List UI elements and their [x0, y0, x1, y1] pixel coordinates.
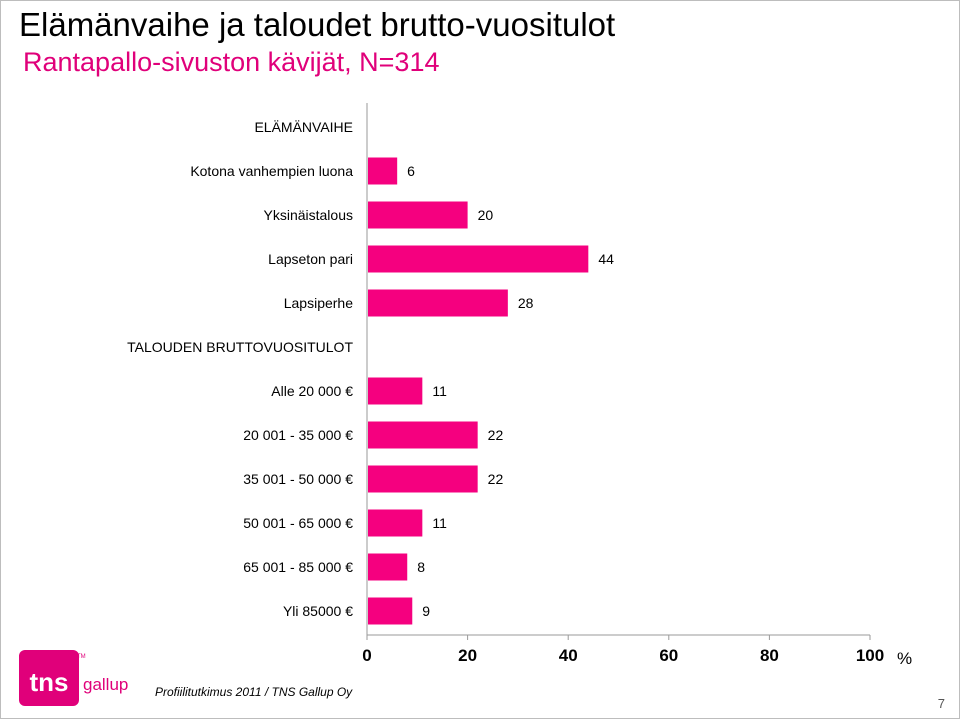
bar — [368, 289, 508, 317]
bar — [368, 245, 589, 273]
logo-subtext: gallup — [83, 675, 128, 694]
logo-tm: TM — [77, 654, 86, 660]
bar — [368, 465, 478, 493]
slide-title: Elämänvaihe ja taloudet brutto-vuositulo… — [19, 6, 616, 43]
category-label: 50 001 - 65 000 € — [243, 515, 353, 531]
bar — [368, 157, 398, 185]
x-tick-label: 20 — [458, 646, 477, 665]
category-label: 35 001 - 50 000 € — [243, 471, 353, 487]
category-label: 65 001 - 85 000 € — [243, 559, 353, 575]
category-label: Lapseton pari — [268, 251, 353, 267]
data-label: 22 — [488, 471, 504, 487]
logo-badge — [19, 650, 79, 706]
page-number: 7 — [937, 696, 945, 711]
x-tick-label: 60 — [659, 646, 678, 665]
data-label: 22 — [488, 427, 504, 443]
logo-text: tns — [30, 667, 69, 697]
x-axis-unit: % — [897, 649, 912, 668]
slide-subtitle: Rantapallo-sivuston kävijät, N=314 — [23, 47, 440, 77]
bar — [368, 553, 408, 581]
data-label: 9 — [422, 603, 430, 619]
group-heading: ELÄMÄNVAIHE — [254, 119, 353, 135]
data-label: 44 — [598, 251, 614, 267]
data-label: 11 — [432, 515, 447, 531]
category-label: Alle 20 000 € — [271, 383, 353, 399]
category-label: Kotona vanhempien luona — [190, 163, 353, 179]
bar — [368, 597, 413, 625]
bar — [368, 201, 468, 229]
x-tick-label: 40 — [559, 646, 578, 665]
bar — [368, 421, 478, 449]
footer-source: Profiilitutkimus 2011 / TNS Gallup Oy — [155, 685, 353, 699]
data-label: 28 — [518, 295, 534, 311]
data-label: 8 — [417, 559, 425, 575]
x-tick-label: 0 — [362, 646, 371, 665]
x-tick-label: 80 — [760, 646, 779, 665]
data-label: 6 — [407, 163, 415, 179]
category-label: Yli 85000 € — [283, 603, 353, 619]
tns-gallup-logo: tns TM gallup — [19, 650, 128, 706]
data-label: 11 — [432, 383, 447, 399]
category-label: 20 001 - 35 000 € — [243, 427, 353, 443]
category-label: Lapsiperhe — [284, 295, 353, 311]
category-label: Yksinäistalous — [264, 207, 354, 223]
group-heading: TALOUDEN BRUTTOVUOSITULOT — [127, 339, 353, 355]
bar — [368, 377, 423, 405]
data-label: 20 — [478, 207, 494, 223]
bar — [368, 509, 423, 537]
x-tick-label: 100 — [856, 646, 884, 665]
